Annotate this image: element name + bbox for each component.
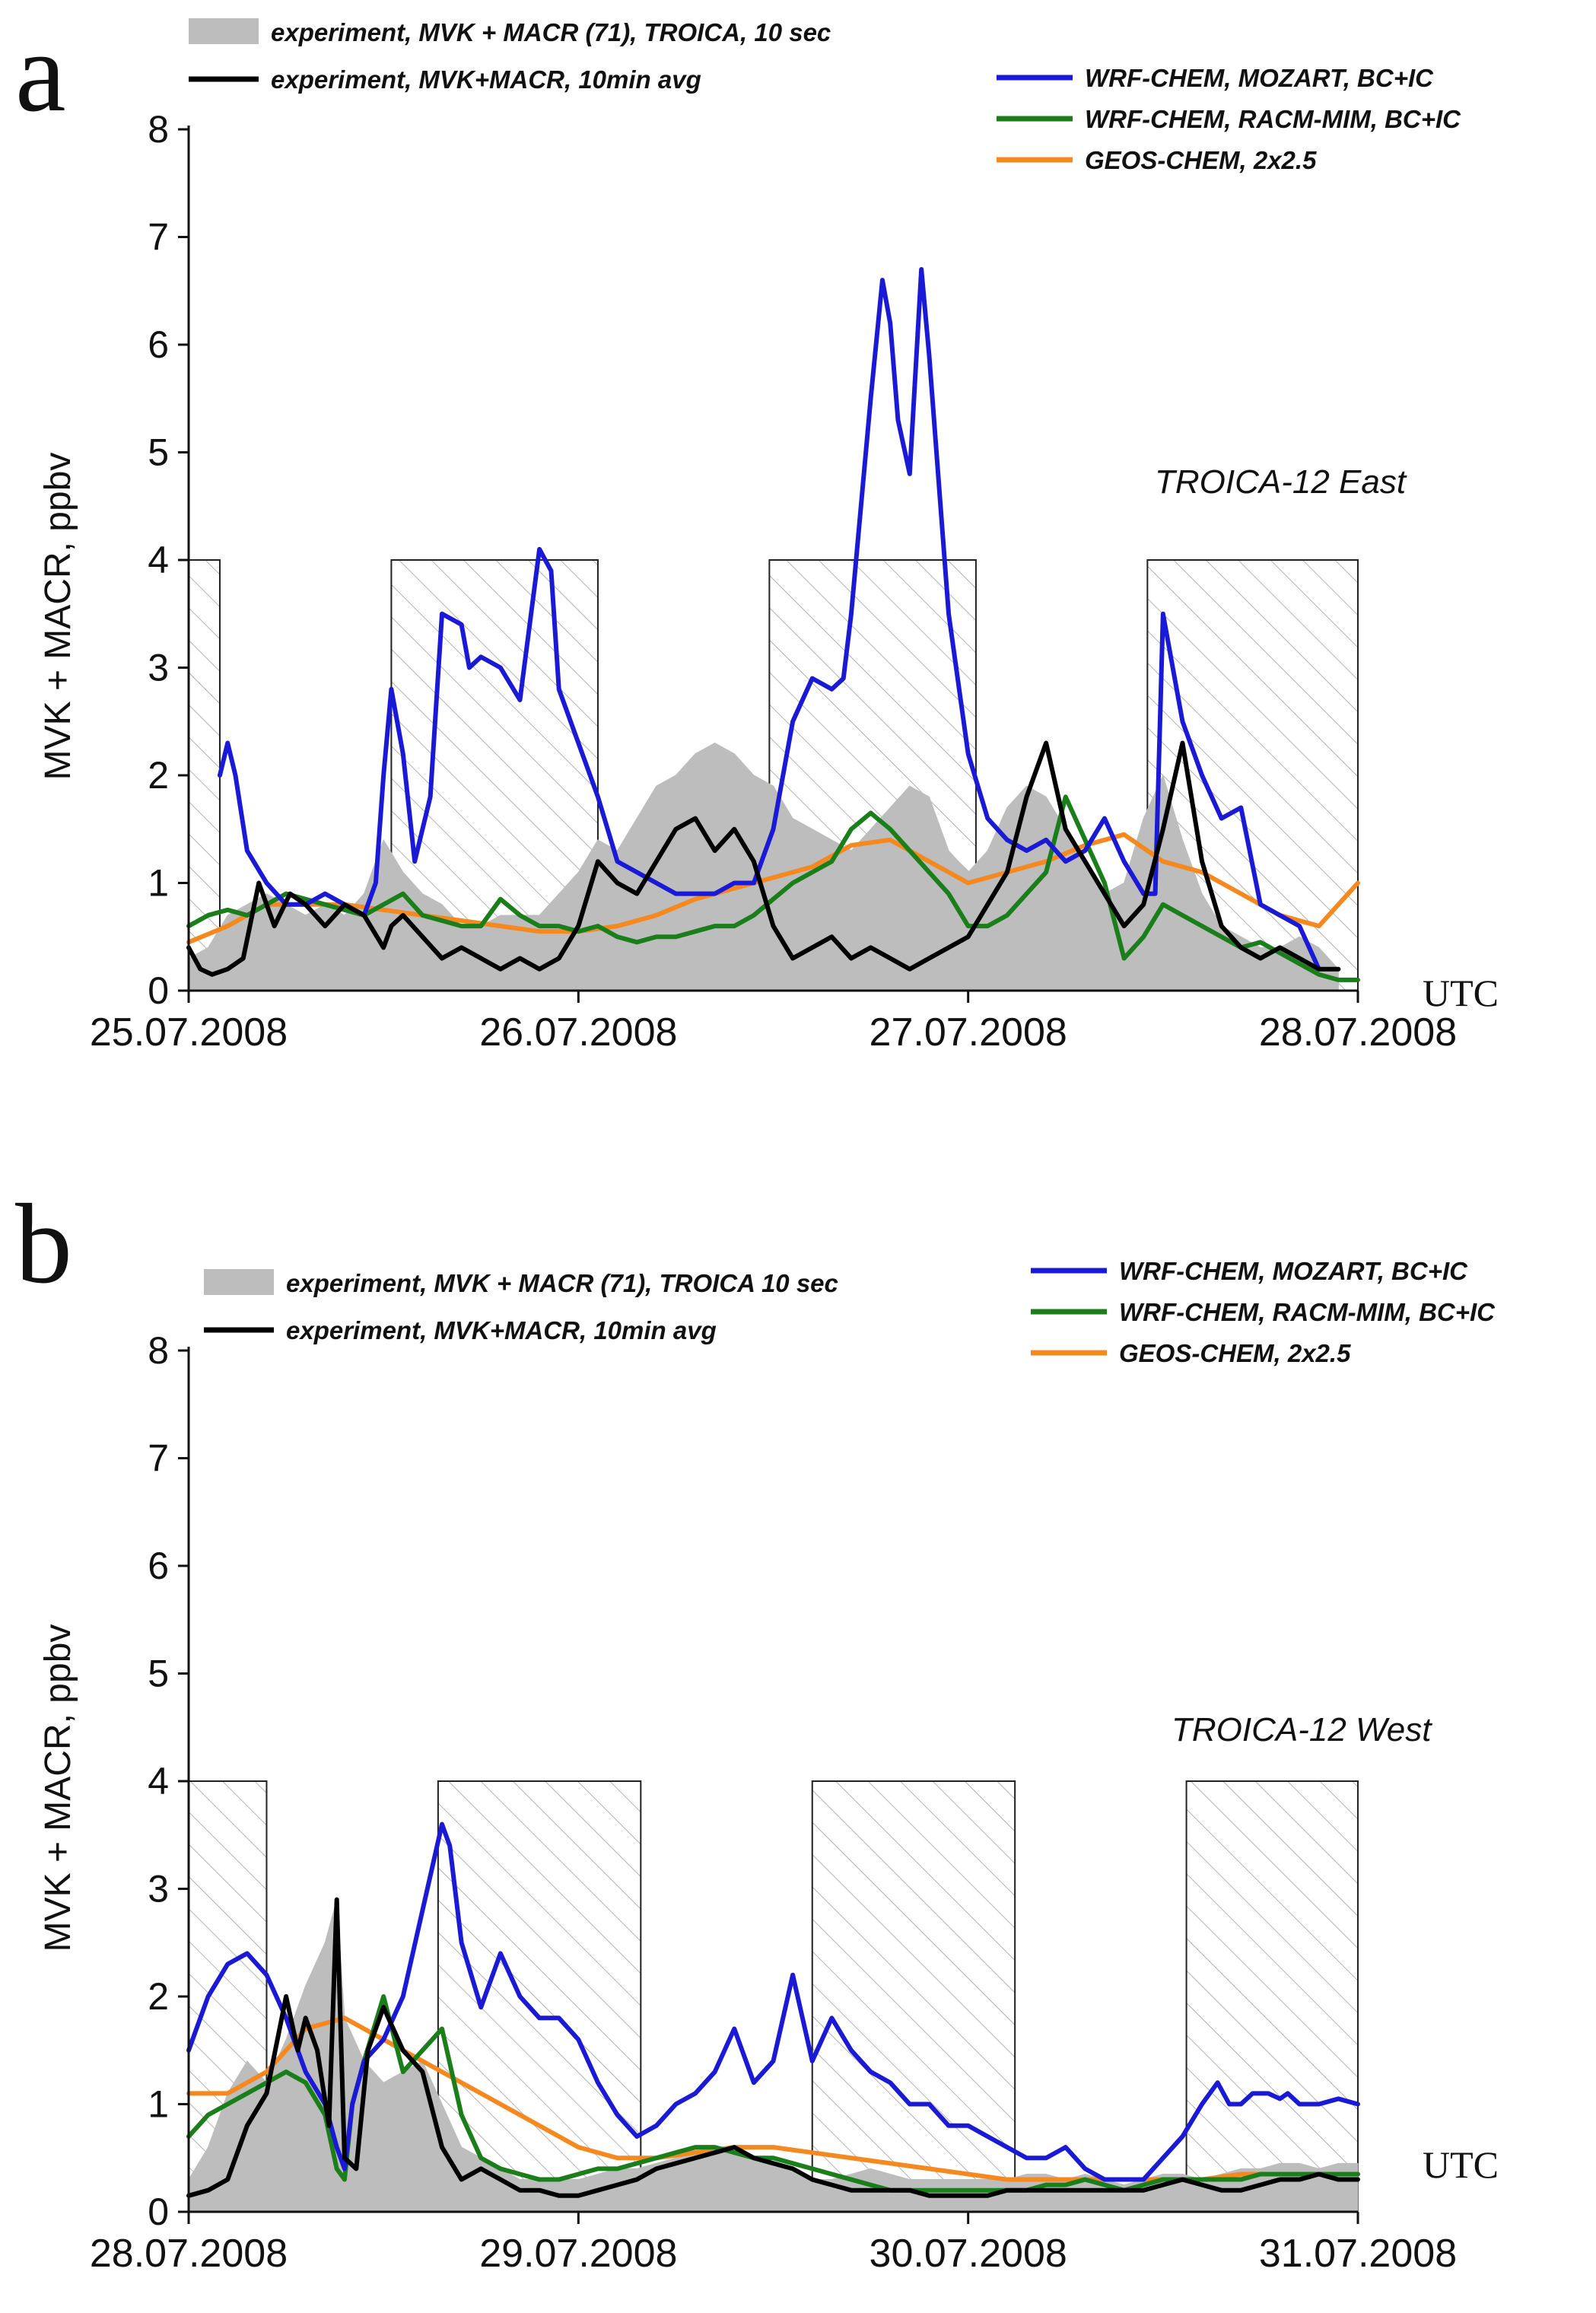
panel-letter: a [15,9,66,135]
legend-label-geos: GEOS-CHEM, 2x2.5 [1119,1339,1351,1367]
panel-a: a experiment, MVK + MACR (71), TROICA, 1… [0,0,1596,1141]
y-tick-label: 0 [148,969,169,1012]
legend-swatch-obs10s [189,18,259,44]
y-tick-label: 8 [148,108,169,151]
series-obs10s-area [188,742,1339,991]
legend-right: WRF-CHEM, MOZART, BC+IC WRF-CHEM, RACM-MI… [997,64,1461,174]
y-ticks: 0 1 2 3 4 5 6 7 8 [148,108,189,1012]
x-tick-label: 28.07.2008 [90,2232,288,2276]
y-tick-label: 5 [148,431,169,474]
x-axis-title: UTC [1423,972,1499,1014]
y-tick-label: 1 [148,2083,169,2126]
legend-label-obs10min: experiment, MVK+MACR, 10min avg [271,65,701,94]
y-tick-label: 2 [148,754,169,797]
y-tick-label: 7 [148,1437,169,1480]
series-obs10min-line [186,1897,1360,2198]
y-tick-label: 4 [148,539,169,581]
legend-label-mozart: WRF-CHEM, MOZART, BC+IC [1085,64,1434,92]
legend-label-obs10min: experiment, MVK+MACR, 10min avg [286,1316,717,1344]
y-tick-label: 3 [148,647,169,689]
chart-a: a experiment, MVK + MACR (71), TROICA, 1… [15,9,1499,1055]
y-tick-label: 3 [148,1868,169,1911]
legend-label-racm: WRF-CHEM, RACM-MIM, BC+IC [1085,105,1461,133]
y-tick-label: 7 [148,216,169,259]
y-tick-label: 6 [148,323,169,366]
night-box [437,1780,642,2213]
x-ticks: 28.07.2008 29.07.2008 30.07.2008 31.07.2008 [90,2212,1457,2276]
night-boxes [188,1780,1359,2213]
legend-label-obs10s: experiment, MVK + MACR (71), TROICA 10 s… [286,1269,838,1297]
y-axis-title: MVK + MACR, ppbv [38,1624,78,1952]
x-tick-label: 27.07.2008 [870,1010,1067,1055]
y-tick-label: 5 [148,1653,169,1695]
y-ticks: 0 1 2 3 4 5 6 7 8 [148,1329,189,2233]
axes [187,1347,1358,2213]
y-tick-label: 6 [148,1545,169,1587]
x-axis-title: UTC [1423,2143,1499,2186]
x-ticks: 25.07.2008 26.07.2008 27.07.2008 28.07.2008 [90,991,1457,1055]
y-axis-title: MVK + MACR, ppbv [38,453,78,781]
panel-letter: b [15,1181,72,1307]
legend-label-mozart: WRF-CHEM, MOZART, BC+IC [1119,1257,1468,1285]
panel-b: b experiment, MVK + MACR (71), TROICA 10… [0,1172,1596,2313]
y-tick-label: 2 [148,1975,169,2018]
chart-b: b experiment, MVK + MACR (71), TROICA 10… [15,1181,1499,2276]
x-tick-label: 31.07.2008 [1259,2232,1457,2276]
legend-left: experiment, MVK + MACR (71), TROICA, 10 … [189,18,831,94]
region-label: TROICA-12 East [1155,463,1407,501]
series-racm-line [186,794,1360,982]
series-mozart-line [217,266,1321,972]
x-tick-label: 28.07.2008 [1259,1010,1457,1055]
x-tick-label: 25.07.2008 [90,1010,288,1055]
y-tick-label: 0 [148,2191,169,2233]
series-obs10min-line [186,740,1341,977]
series-geos-line [186,832,1360,945]
x-tick-label: 30.07.2008 [870,2232,1067,2276]
legend-label-geos: GEOS-CHEM, 2x2.5 [1085,146,1317,174]
y-tick-label: 8 [148,1329,169,1372]
series-layer [186,1821,1360,2213]
legend-swatch-obs10s [204,1269,274,1295]
x-tick-label: 26.07.2008 [479,1010,677,1055]
legend-right: WRF-CHEM, MOZART, BC+IC WRF-CHEM, RACM-MI… [1031,1257,1496,1367]
night-box [811,1780,1016,2213]
x-tick-label: 29.07.2008 [479,2232,677,2276]
series-layer [186,266,1360,991]
night-box [1185,1780,1359,2213]
legend-label-obs10s: experiment, MVK + MACR (71), TROICA, 10 … [271,18,831,46]
legend-left: experiment, MVK + MACR (71), TROICA 10 s… [204,1269,838,1344]
y-tick-label: 4 [148,1760,169,1802]
region-label: TROICA-12 West [1172,1711,1432,1748]
axes [187,126,1358,992]
legend-label-racm: WRF-CHEM, RACM-MIM, BC+IC [1119,1298,1496,1326]
y-tick-label: 1 [148,862,169,905]
